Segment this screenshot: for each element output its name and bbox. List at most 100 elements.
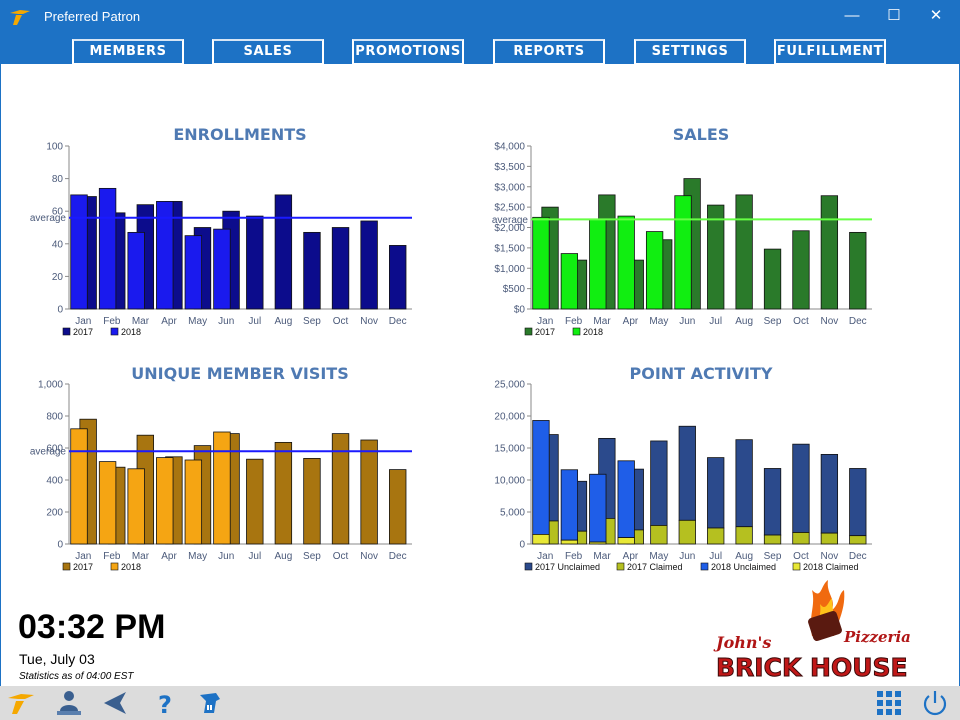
bar-2017: [360, 439, 378, 545]
bar-2017: [792, 230, 810, 310]
x-tick-label: Apr: [161, 551, 177, 562]
bar-2018: [127, 468, 145, 545]
bar-2017: [707, 204, 725, 310]
x-tick-label: Jun: [218, 551, 234, 562]
svg-text:?: ?: [158, 691, 172, 717]
x-tick-label: Jun: [679, 551, 695, 562]
nav-reports-button[interactable]: REPORTS: [493, 39, 605, 65]
bar-2017: [331, 433, 350, 545]
bar-2018: [98, 187, 117, 310]
y-tick-label: 15,000: [494, 444, 525, 455]
maximize-button[interactable]: ☐: [887, 7, 901, 24]
y-tick-label: $2,000: [494, 223, 525, 234]
bottom-toolbar: ?: [0, 686, 960, 720]
power-icon[interactable]: [920, 689, 950, 717]
x-tick-label: Jul: [709, 316, 722, 327]
x-tick-label: May: [188, 316, 207, 327]
user-admin-icon[interactable]: [54, 689, 84, 717]
logo-brick-house-text: BRICK HOUSE: [716, 653, 908, 682]
x-tick-label: Aug: [735, 551, 753, 562]
bar-2018-unclaimed: [589, 473, 607, 543]
bar-2017: [246, 458, 264, 545]
app-logo-icon: [10, 10, 30, 25]
grid-menu-icon[interactable]: [874, 689, 904, 717]
bar-2018: [213, 228, 231, 310]
x-tick-label: Jun: [679, 316, 695, 327]
y-tick-label: 80: [52, 174, 64, 185]
legend-label: 2018 Claimed: [803, 562, 859, 572]
x-tick-label: Mar: [132, 551, 150, 562]
bar-2018: [98, 461, 117, 545]
bar-2018: [213, 431, 231, 545]
bar-2017-unclaimed: [650, 440, 668, 526]
bar-2017-unclaimed: [792, 443, 810, 533]
legend-swatch: [792, 562, 801, 571]
bar-2018-unclaimed: [560, 469, 579, 541]
brick-house-logo: John's Pizzeria BRICK HOUSE: [713, 580, 911, 683]
x-tick-label: Apr: [623, 316, 639, 327]
x-tick-label: Sep: [303, 551, 321, 562]
window-title: Preferred Patron: [44, 9, 141, 24]
x-tick-label: Oct: [333, 316, 349, 327]
nav-promotions-button[interactable]: PROMOTIONS: [352, 39, 464, 65]
legend-label: 2018: [121, 562, 141, 572]
x-tick-label: Aug: [274, 316, 292, 327]
legend-label: 2017 Unclaimed: [535, 562, 600, 572]
bar-2018-unclaimed: [617, 460, 635, 538]
x-tick-label: Jan: [537, 551, 553, 562]
y-tick-label: 25,000: [494, 380, 525, 391]
bar-2018: [645, 231, 664, 310]
x-tick-label: May: [649, 316, 668, 327]
nav-sales-button[interactable]: SALES: [212, 39, 324, 65]
fulfillment-icon[interactable]: [196, 689, 226, 717]
x-tick-label: Jul: [248, 316, 261, 327]
bar-2017: [763, 248, 782, 310]
legend-label: 2017: [73, 327, 93, 337]
x-tick-label: Sep: [303, 316, 321, 327]
y-tick-label: $2,500: [494, 203, 525, 214]
chart-title-enrollments: ENROLLMENTS: [173, 125, 307, 144]
x-tick-label: Oct: [793, 316, 809, 327]
y-tick-label: 0: [57, 540, 63, 551]
x-tick-label: Apr: [161, 316, 177, 327]
x-tick-label: Nov: [360, 551, 378, 562]
bar-2018: [617, 215, 635, 310]
bar-2018: [532, 216, 550, 310]
legend-swatch: [524, 327, 533, 336]
y-tick-label: $500: [503, 284, 526, 295]
bar-2017-claimed: [735, 526, 753, 545]
y-tick-label: $0: [514, 305, 526, 316]
bar-2018-claimed: [617, 537, 635, 545]
legend-label: 2017: [535, 327, 555, 337]
y-tick-label: 20,000: [494, 412, 525, 423]
y-tick-label: $4,000: [494, 142, 525, 153]
minimize-button[interactable]: —: [844, 7, 860, 24]
bar-2017: [274, 194, 293, 310]
bar-2018: [674, 195, 692, 310]
bar-2017: [303, 457, 321, 545]
x-tick-label: Jul: [709, 551, 722, 562]
nav-members-button[interactable]: MEMBERS: [72, 39, 184, 65]
bar-2017: [246, 215, 264, 310]
app-logo-icon[interactable]: [6, 689, 36, 717]
legend-swatch: [62, 562, 71, 571]
y-tick-label: 20: [52, 272, 64, 283]
statistics-note: Statistics as of 04:00 EST: [19, 671, 134, 682]
bar-2018-unclaimed: [532, 420, 550, 535]
bar-2017-unclaimed: [735, 439, 753, 528]
x-tick-label: Oct: [793, 551, 809, 562]
nav-fulfillment-button[interactable]: FULFILLMENT: [774, 39, 886, 65]
help-icon[interactable]: ?: [150, 689, 180, 717]
legend-swatch: [110, 327, 119, 336]
y-tick-label: 40: [52, 239, 64, 250]
bar-2017: [849, 231, 867, 310]
bar-2018-claimed: [560, 539, 579, 545]
legend-swatch: [524, 562, 533, 571]
y-tick-label: 10,000: [494, 476, 525, 487]
y-tick-label: 200: [46, 508, 63, 519]
legend-label: 2018: [583, 327, 603, 337]
close-button[interactable]: ✕: [929, 7, 943, 24]
bar-2017: [820, 195, 839, 310]
back-arrow-icon[interactable]: [100, 689, 130, 717]
nav-settings-button[interactable]: SETTINGS: [634, 39, 746, 65]
